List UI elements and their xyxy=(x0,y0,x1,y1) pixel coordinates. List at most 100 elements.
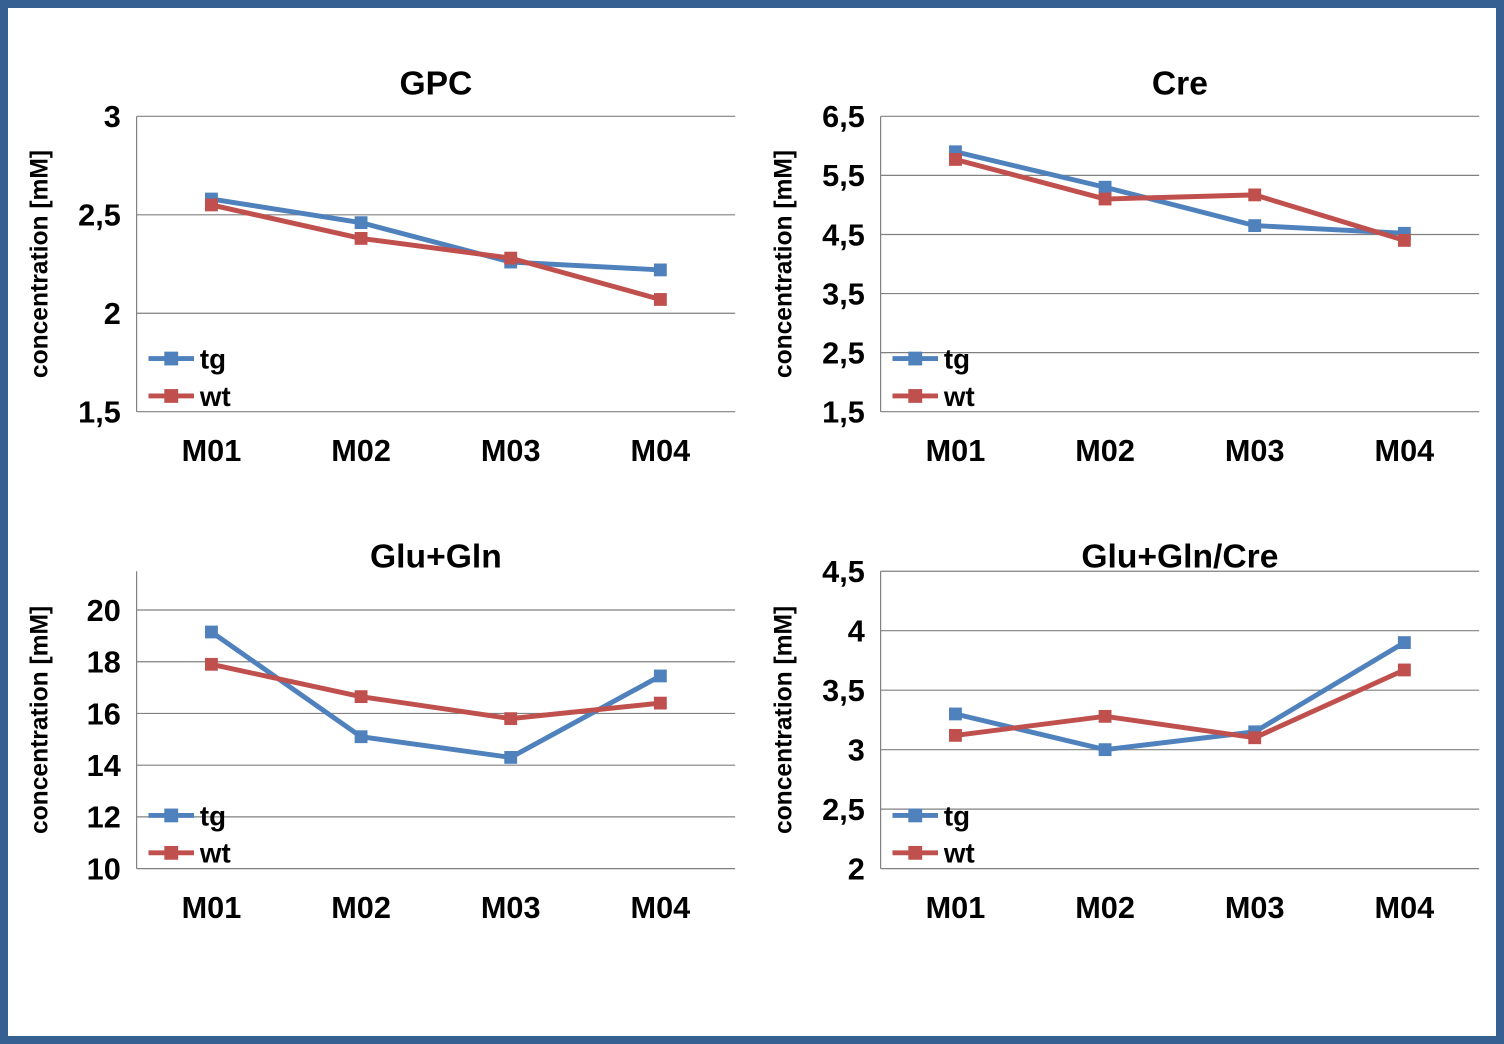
series-marker-tg xyxy=(205,625,218,639)
legend-label: wt xyxy=(943,381,975,412)
series-marker-wt xyxy=(354,232,368,245)
y-tick-label: 3,5 xyxy=(822,674,865,708)
y-tick-label: 3 xyxy=(104,100,121,134)
y-tick-label: 2 xyxy=(848,853,865,887)
series-line-wt xyxy=(955,667,1406,741)
series-marker-wt xyxy=(949,728,962,742)
y-tick-label: 2 xyxy=(104,297,121,331)
series-marker-tg xyxy=(504,751,518,764)
y-tick-label: 2,5 xyxy=(822,337,865,371)
x-category-label: M03 xyxy=(1225,891,1285,925)
x-category-label: M04 xyxy=(631,434,691,468)
y-tick-label: 10 xyxy=(87,853,121,887)
y-tick-label: 1,5 xyxy=(822,396,865,430)
series-marker-tg xyxy=(1098,743,1112,757)
series-line-tg xyxy=(954,149,1405,236)
y-axis-title: concentration [mM] xyxy=(771,150,798,378)
legend-marker-wt xyxy=(164,845,179,860)
y-tick-label: 12 xyxy=(87,801,121,835)
series-marker-wt xyxy=(504,251,518,265)
chart-glu-gln-cre: 2 2,5 3 3,5 4 4,5 Glu+Gln/Cre concentration [mM… xyxy=(752,522,1496,1036)
chart-cre: 1,5 2,5 3,5 4,5 5,5 6,5 Cre concentration [mM] M… xyxy=(752,8,1496,522)
legend-label: wt xyxy=(199,838,231,869)
series-marker-tg xyxy=(1098,180,1112,194)
legend-label: tg xyxy=(944,343,970,374)
y-tick-label: 4,5 xyxy=(822,218,865,252)
legend-label: tg xyxy=(944,800,970,831)
legend-marker-tg xyxy=(908,351,923,366)
y-tick-label: 20 xyxy=(87,594,121,628)
chart-title: Glu+Gln/Cre xyxy=(1081,538,1278,575)
x-category-label: M01 xyxy=(926,891,986,925)
series-marker-tg xyxy=(1248,219,1262,233)
x-category-label: M03 xyxy=(481,434,541,468)
x-category-label: M02 xyxy=(331,434,391,468)
series-marker-wt xyxy=(354,690,368,704)
series-line-tg xyxy=(954,640,1406,753)
legend-marker-wt xyxy=(164,389,179,403)
x-category-label: M01 xyxy=(182,891,242,925)
series-marker-wt xyxy=(1248,731,1262,745)
series-marker-tg xyxy=(354,730,368,744)
chart-svg: 10 12 14 16 18 20 Glu+Gln concentration [mM] M01… xyxy=(27,538,736,925)
y-tick-label: 2,5 xyxy=(822,793,865,827)
series-marker-tg xyxy=(1397,636,1411,650)
series-marker-wt xyxy=(205,198,218,212)
y-tick-label: 1,5 xyxy=(78,396,121,430)
series-marker-wt xyxy=(504,712,518,726)
y-tick-label: 6,5 xyxy=(822,100,865,134)
legend-label: tg xyxy=(200,800,226,831)
x-category-label: M03 xyxy=(1225,434,1285,468)
series-marker-wt xyxy=(949,153,962,166)
y-axis-title: concentration [mM] xyxy=(27,150,54,378)
series-line-wt xyxy=(210,661,661,722)
y-tick-label: 14 xyxy=(87,749,121,783)
legend-marker-wt xyxy=(908,389,923,403)
x-category-label: M02 xyxy=(1075,434,1135,468)
x-category-label: M03 xyxy=(481,891,541,925)
series-marker-tg xyxy=(354,216,368,230)
series-marker-tg xyxy=(653,263,667,277)
y-tick-label: 4,5 xyxy=(822,555,865,589)
legend-label: wt xyxy=(199,381,231,412)
chart-svg: 1,5 2 2,5 3 GPC concentration [mM] M01 M02 M03 M0… xyxy=(27,66,736,468)
chart-glu-gln: 10 12 14 16 18 20 Glu+Gln concentration [mM] M01… xyxy=(8,522,752,1036)
x-category-label: M04 xyxy=(631,891,691,925)
x-category-label: M04 xyxy=(1375,891,1435,925)
y-tick-label: 18 xyxy=(87,646,121,680)
series-marker-wt xyxy=(1098,192,1112,206)
series-marker-wt xyxy=(653,293,667,306)
y-tick-label: 5,5 xyxy=(822,159,865,193)
series-line-tg xyxy=(210,629,662,760)
series-marker-wt xyxy=(1248,188,1262,202)
y-tick-label: 4 xyxy=(848,615,865,649)
chart-title: GPC xyxy=(399,66,472,103)
chart-svg: 1,5 2,5 3,5 4,5 5,5 6,5 Cre concentration [mM] M… xyxy=(771,66,1480,468)
x-category-label: M01 xyxy=(926,434,986,468)
series-line-wt xyxy=(210,202,662,302)
chart-svg: 2 2,5 3 3,5 4 4,5 Glu+Gln/Cre concentration [mM… xyxy=(771,538,1480,925)
x-category-label: M02 xyxy=(331,891,391,925)
x-category-label: M01 xyxy=(182,434,242,468)
y-axis-title: concentration [mM] xyxy=(771,606,798,834)
series-marker-wt xyxy=(653,696,667,710)
series-marker-tg xyxy=(653,669,667,683)
series-marker-wt xyxy=(1397,233,1411,247)
x-category-label: M04 xyxy=(1375,434,1435,468)
series-line-wt xyxy=(954,157,1406,243)
y-tick-label: 3 xyxy=(848,734,865,768)
y-tick-label: 2,5 xyxy=(78,199,121,233)
series-marker-wt xyxy=(1098,709,1112,723)
series-line-tg xyxy=(211,196,661,273)
chart-gpc: 1,5 2 2,5 3 GPC concentration [mM] M01 M02 M03 M0… xyxy=(8,8,752,522)
series-marker-wt xyxy=(205,657,218,671)
legend-marker-tg xyxy=(164,808,179,823)
series-marker-tg xyxy=(949,707,962,721)
legend-label: tg xyxy=(200,343,226,374)
y-axis-title: concentration [mM] xyxy=(27,606,54,834)
x-category-label: M02 xyxy=(1075,891,1135,925)
legend-marker-tg xyxy=(164,351,179,366)
y-tick-label: 16 xyxy=(87,697,121,731)
chart-title: Glu+Gln xyxy=(370,538,502,575)
